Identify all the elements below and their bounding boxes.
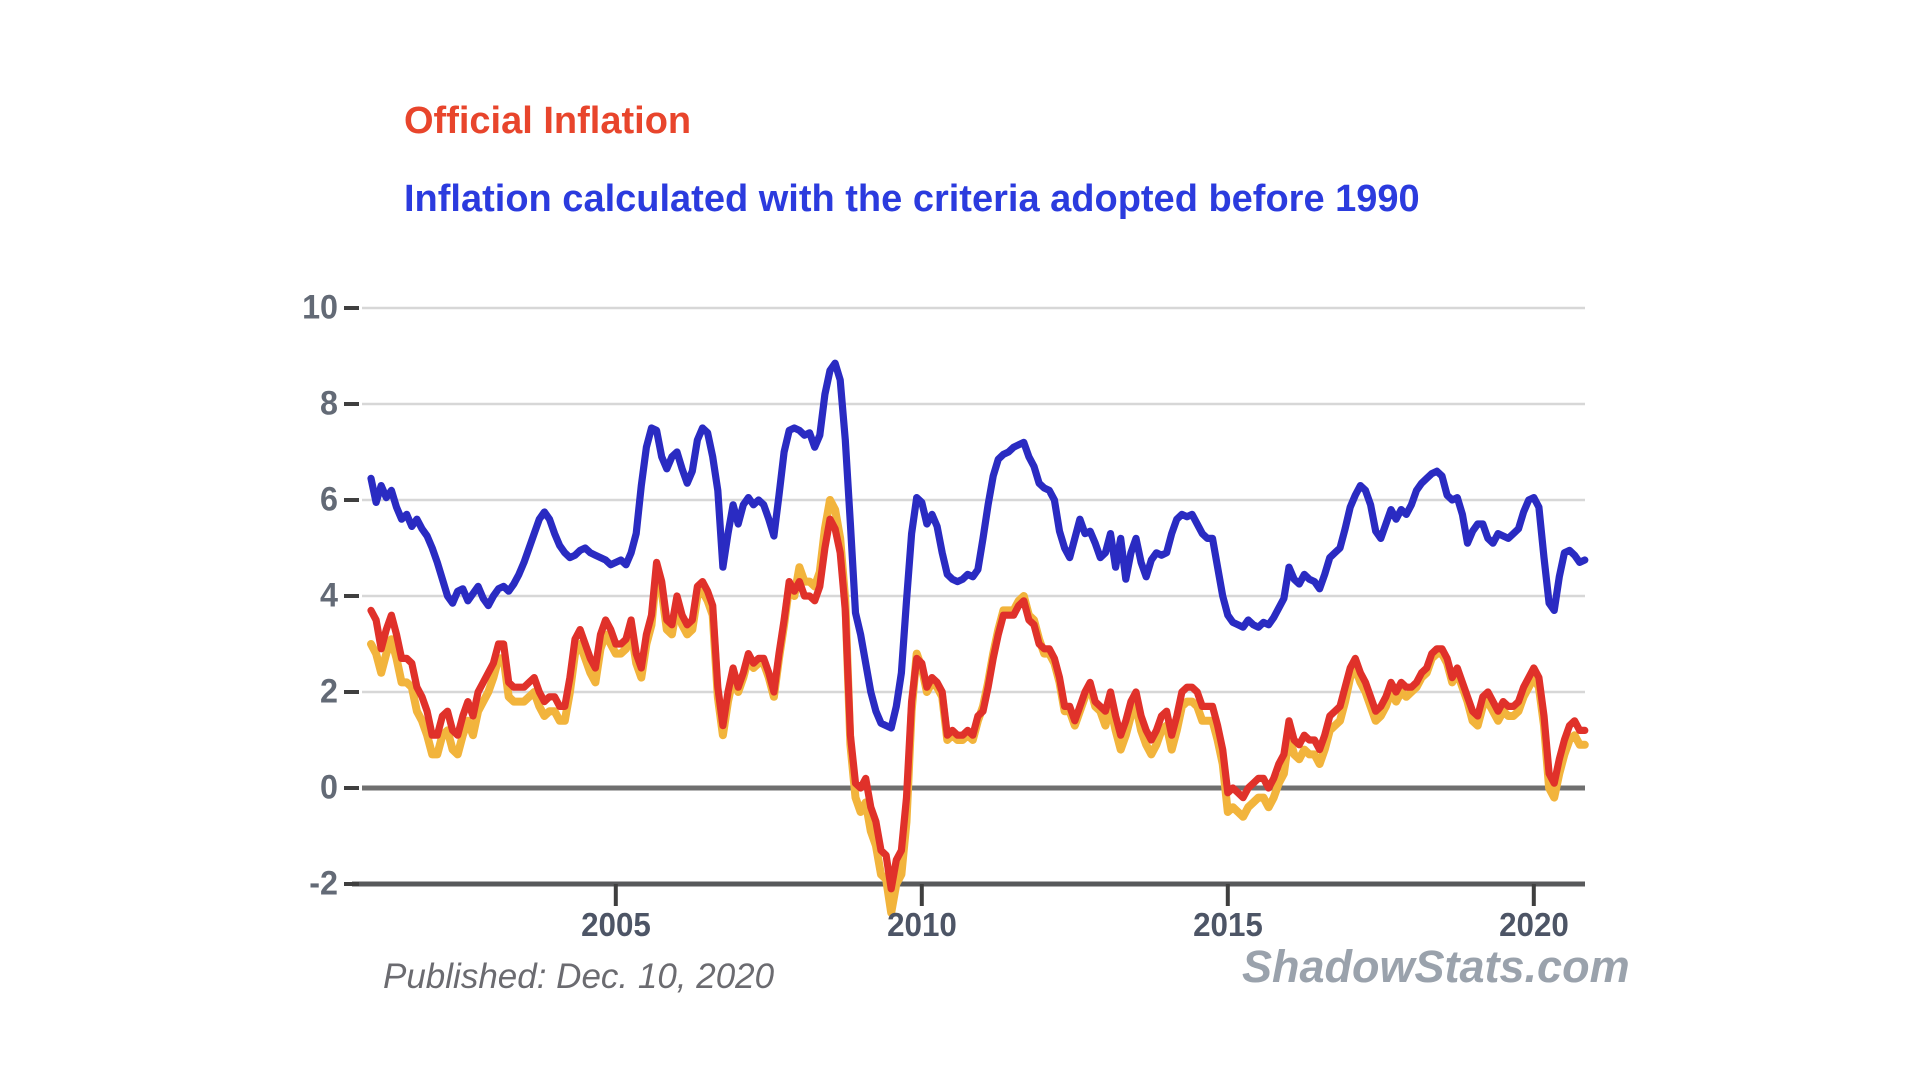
y-tick-label: 0 [320,768,338,807]
series-red-line [367,515,1589,893]
chart-series [367,359,1589,917]
y-tick-label: 8 [320,384,338,423]
series-blue-line [367,359,1589,732]
y-tick-label: -2 [309,864,338,903]
y-tick-label: 2 [320,672,338,711]
y-tick-label: 10 [302,288,338,327]
y-tick-label: 4 [320,576,338,615]
chart-subtitle: Inflation calculated with the criteria a… [404,178,1420,220]
published-date: Published: Dec. 10, 2020 [383,957,775,996]
watermark: ShadowStats.com [1242,941,1630,992]
axis-lines [344,306,1585,906]
y-tick-label: 6 [320,480,338,519]
x-tick-label: 2020 [1498,906,1569,943]
x-tick-label: 2015 [1192,906,1263,943]
x-tick-label: 2005 [580,906,651,943]
chart-title: Official Inflation [404,100,692,142]
x-tick-label: 2010 [886,906,957,943]
gridlines [362,306,1585,694]
